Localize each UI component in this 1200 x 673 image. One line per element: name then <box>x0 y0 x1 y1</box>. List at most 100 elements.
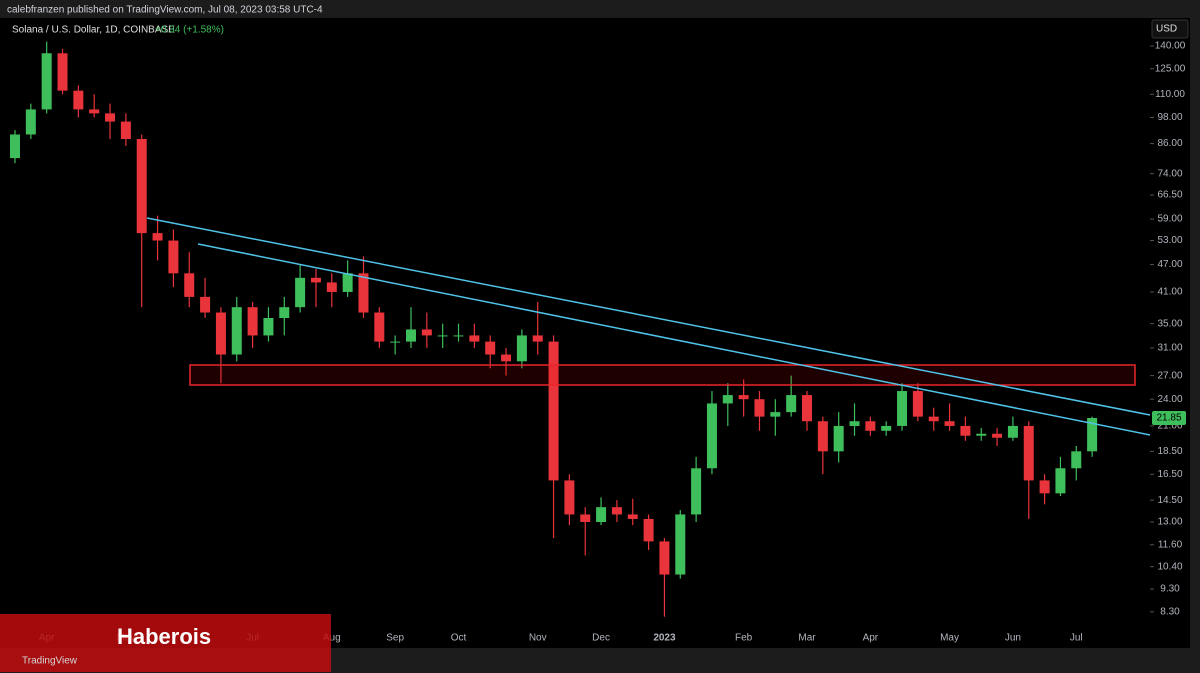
trendline <box>197 243 1151 436</box>
candle-body <box>675 514 686 575</box>
x-tick-label: Oct <box>451 633 467 644</box>
candle-body <box>437 335 448 337</box>
candle-body <box>469 335 480 342</box>
y-tick-label: 14.50 <box>1157 495 1182 506</box>
y-tick-label: 27.00 <box>1157 370 1182 381</box>
last-price-box <box>1152 411 1186 426</box>
symbol-title: Solana / U.S. Dollar, 1D, COINBASE <box>12 25 175 36</box>
last-price-label: 21.85 <box>1156 413 1181 424</box>
candle-body <box>1023 425 1034 481</box>
candle-body <box>89 109 100 114</box>
candle-body <box>532 335 543 342</box>
trendline <box>146 217 1151 416</box>
candle-body <box>184 273 195 297</box>
candle-body <box>421 329 432 336</box>
candle-body <box>200 296 211 313</box>
watermark: Haberois <box>117 624 211 649</box>
candle-body <box>453 335 464 337</box>
candle-body <box>912 391 923 417</box>
y-tick-label: 41.00 <box>1157 287 1182 298</box>
y-tick-label: 66.50 <box>1157 190 1182 201</box>
resistance-zone <box>189 364 1136 386</box>
candle-body <box>786 395 797 413</box>
candle-body <box>263 318 274 336</box>
candle-body <box>57 53 68 91</box>
y-tick-label: 11.60 <box>1158 539 1183 550</box>
candle-body <box>611 507 622 515</box>
candle-body <box>516 335 527 362</box>
x-tick-label: Jul <box>1070 633 1083 644</box>
candle-body <box>25 109 36 135</box>
y-tick-label: 24.00 <box>1157 394 1182 405</box>
x-tick-label: Aug <box>323 633 341 644</box>
x-tick-label: Sep <box>386 633 404 644</box>
candle-body <box>944 421 955 426</box>
y-tick-label: 31.00 <box>1157 343 1182 354</box>
y-tick-label: 110.00 <box>1155 89 1185 100</box>
candle-body <box>706 403 717 469</box>
candle-body <box>770 412 781 417</box>
candle-body <box>960 425 971 436</box>
y-tick-label: 8.30 <box>1160 607 1180 618</box>
candle-body <box>754 399 765 417</box>
candle-body <box>310 277 321 283</box>
candle-body <box>10 134 20 159</box>
candle-body <box>501 354 512 362</box>
candle-body <box>247 307 258 336</box>
candle-body <box>1071 451 1082 469</box>
y-tick-label: 86.00 <box>1157 138 1182 149</box>
y-tick-label: 59.00 <box>1157 214 1182 225</box>
x-tick-label: Jun <box>1005 633 1021 644</box>
y-tick-label: 98.00 <box>1157 112 1182 123</box>
candle-body <box>374 312 385 342</box>
y-tick-label: 10.40 <box>1157 561 1182 572</box>
candle-body <box>295 277 306 308</box>
brand: TradingView <box>22 656 78 667</box>
candle-body <box>564 480 575 515</box>
candle-body <box>1039 480 1050 494</box>
candle-body <box>136 138 147 234</box>
candle-body <box>849 421 860 426</box>
candle-body <box>215 312 226 355</box>
candle-body <box>659 541 670 575</box>
candle-body <box>41 53 52 110</box>
candle-body <box>596 507 607 523</box>
y-tick-label: 21.00 <box>1157 421 1182 432</box>
candle-body <box>580 514 591 523</box>
chart-pane <box>0 18 1190 648</box>
candle-body <box>73 90 84 110</box>
watermark-box <box>0 614 331 672</box>
candle-body <box>1055 468 1066 494</box>
x-tick-label: Nov <box>529 633 547 644</box>
candle-body <box>627 514 638 519</box>
price-change: +0.34 (+1.58%) <box>155 25 224 36</box>
overlays: 21.85 <box>1152 411 1186 426</box>
currency-box <box>1151 19 1189 39</box>
currency: USD <box>1156 24 1177 35</box>
candle-body <box>152 233 163 241</box>
y-tick-label: 125.00 <box>1155 63 1186 74</box>
candle-body <box>976 433 987 436</box>
y-tick-label: 13.00 <box>1157 517 1182 528</box>
candle-body <box>833 425 844 452</box>
candle-body <box>390 341 401 343</box>
x-tick-label: Dec <box>592 633 610 644</box>
x-tick-label: May <box>940 633 959 644</box>
candle-body <box>120 121 131 139</box>
candle-body <box>168 240 179 274</box>
y-tick-label: 9.30 <box>1160 584 1180 595</box>
candle-body <box>738 395 749 400</box>
candle-body <box>691 468 702 515</box>
candle-body <box>105 113 116 122</box>
y-tick-label: 74.00 <box>1157 168 1182 179</box>
y-tick-label: 47.00 <box>1157 259 1182 270</box>
candle-body <box>485 341 496 355</box>
candle-body <box>817 421 828 452</box>
candle-body <box>897 391 908 426</box>
candle-body <box>992 433 1003 438</box>
y-tick-label: 18.50 <box>1157 446 1182 457</box>
candle-body <box>722 395 733 404</box>
candle-body <box>548 341 559 481</box>
y-tick-label: 16.50 <box>1157 469 1182 480</box>
